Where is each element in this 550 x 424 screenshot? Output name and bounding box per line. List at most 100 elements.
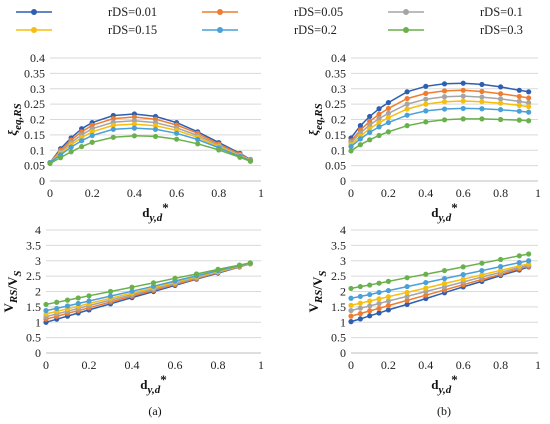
data-point bbox=[348, 148, 354, 154]
data-point bbox=[423, 271, 429, 277]
chart-panel-bottom-left: 00.511.522.533.540 0.2 0.4 0.6 0.8 1dy,d*VRS/… bbox=[1, 223, 264, 396]
legend-item: rDS=0.1 bbox=[388, 5, 523, 19]
y-tick-label: 3 bbox=[340, 254, 346, 268]
y-tick-label: 4 bbox=[340, 223, 346, 237]
data-point bbox=[367, 313, 373, 319]
data-point bbox=[152, 126, 159, 132]
x-tick-label: 0.4 bbox=[125, 358, 140, 372]
data-point bbox=[441, 99, 448, 105]
y-tick-label: 1 bbox=[340, 315, 346, 329]
data-point bbox=[110, 134, 116, 140]
data-point bbox=[385, 307, 391, 313]
y-axis-label: ξeq,RS bbox=[306, 103, 325, 135]
legend-item: rDS=0.15 bbox=[16, 23, 157, 37]
data-point bbox=[385, 278, 391, 284]
y-tick-label: 4 bbox=[35, 223, 41, 237]
data-point bbox=[174, 136, 180, 142]
data-point bbox=[367, 298, 373, 304]
legend-item: rDS=0.3 bbox=[388, 23, 523, 37]
data-point bbox=[516, 108, 522, 114]
data-point bbox=[172, 275, 178, 281]
legend-label: rDS=0.1 bbox=[480, 5, 523, 19]
legend-item: rDS=0.2 bbox=[202, 23, 337, 37]
legend-label: rDS=0.15 bbox=[108, 23, 157, 37]
data-point bbox=[247, 158, 254, 164]
data-point bbox=[526, 109, 532, 115]
series-rds-0-2 bbox=[348, 105, 532, 150]
data-point bbox=[110, 122, 116, 128]
data-point bbox=[423, 90, 429, 96]
data-point bbox=[460, 116, 466, 122]
x-tick-label: 1 bbox=[258, 186, 264, 200]
data-point bbox=[441, 106, 448, 112]
x-tick-label: 0.2 bbox=[85, 186, 100, 200]
data-point bbox=[367, 308, 373, 314]
data-point bbox=[479, 94, 485, 100]
data-point bbox=[526, 103, 532, 110]
data-point bbox=[86, 298, 92, 304]
x-tick-label: 0.8 bbox=[211, 358, 226, 372]
data-point bbox=[423, 83, 429, 89]
data-point bbox=[385, 105, 391, 112]
data-point bbox=[441, 117, 448, 123]
legend-label: rDS=0.05 bbox=[294, 5, 343, 19]
data-point bbox=[460, 93, 466, 99]
data-point bbox=[367, 126, 373, 132]
data-point bbox=[460, 87, 466, 93]
y-tick-label: 0.15 bbox=[325, 128, 346, 142]
data-point bbox=[404, 289, 410, 296]
x-tick-label: 0.8 bbox=[493, 358, 508, 372]
data-point bbox=[195, 136, 201, 143]
data-point bbox=[64, 303, 71, 309]
data-point bbox=[131, 125, 137, 131]
y-tick-label: 2 bbox=[35, 285, 41, 299]
data-point bbox=[348, 285, 354, 292]
data-point bbox=[376, 300, 382, 307]
data-point bbox=[516, 98, 522, 104]
y-tick-label: 0.35 bbox=[24, 66, 45, 80]
data-point bbox=[423, 108, 429, 114]
data-point bbox=[357, 316, 363, 322]
legend-label: rDS=0.2 bbox=[294, 23, 337, 37]
data-point bbox=[479, 106, 485, 112]
x-tick-label: 0.6 bbox=[168, 358, 183, 372]
y-tick-label: 2.5 bbox=[331, 269, 346, 283]
data-point bbox=[131, 121, 137, 127]
data-point bbox=[357, 300, 363, 306]
legend-label: rDS=0.3 bbox=[480, 23, 523, 37]
data-point bbox=[441, 88, 448, 94]
x-tick-label: 1 bbox=[258, 358, 264, 372]
data-point bbox=[348, 313, 354, 319]
data-point bbox=[54, 305, 60, 312]
y-tick-label: 0.1 bbox=[30, 143, 45, 157]
y-tick-label: 0.3 bbox=[331, 82, 346, 96]
data-point bbox=[526, 251, 532, 257]
legend-marker bbox=[31, 9, 37, 15]
data-point bbox=[57, 155, 64, 161]
data-point bbox=[404, 89, 410, 95]
y-tick-label: 1 bbox=[35, 315, 41, 329]
data-point bbox=[460, 276, 466, 282]
x-tick-label: 0 bbox=[348, 358, 354, 372]
y-tick-label: 2.5 bbox=[26, 269, 41, 283]
data-point bbox=[385, 119, 391, 126]
data-point bbox=[131, 114, 137, 120]
y-tick-label: 0.35 bbox=[325, 66, 346, 80]
x-tick-label: 0.8 bbox=[493, 186, 508, 200]
y-tick-label: 0 bbox=[340, 174, 346, 188]
data-point bbox=[498, 100, 504, 106]
data-point bbox=[68, 149, 74, 155]
panel-caption: (b) bbox=[437, 404, 451, 418]
legend-item: rDS=0.05 bbox=[202, 5, 343, 19]
data-point bbox=[79, 143, 85, 150]
data-point bbox=[479, 260, 485, 266]
data-point bbox=[236, 262, 243, 268]
data-point bbox=[385, 303, 391, 309]
data-point bbox=[441, 275, 448, 282]
data-point bbox=[385, 129, 391, 135]
data-point bbox=[47, 160, 53, 167]
y-tick-label: 0.1 bbox=[331, 143, 346, 157]
data-point bbox=[357, 123, 363, 129]
legend-marker bbox=[217, 27, 223, 33]
data-point bbox=[526, 95, 532, 101]
